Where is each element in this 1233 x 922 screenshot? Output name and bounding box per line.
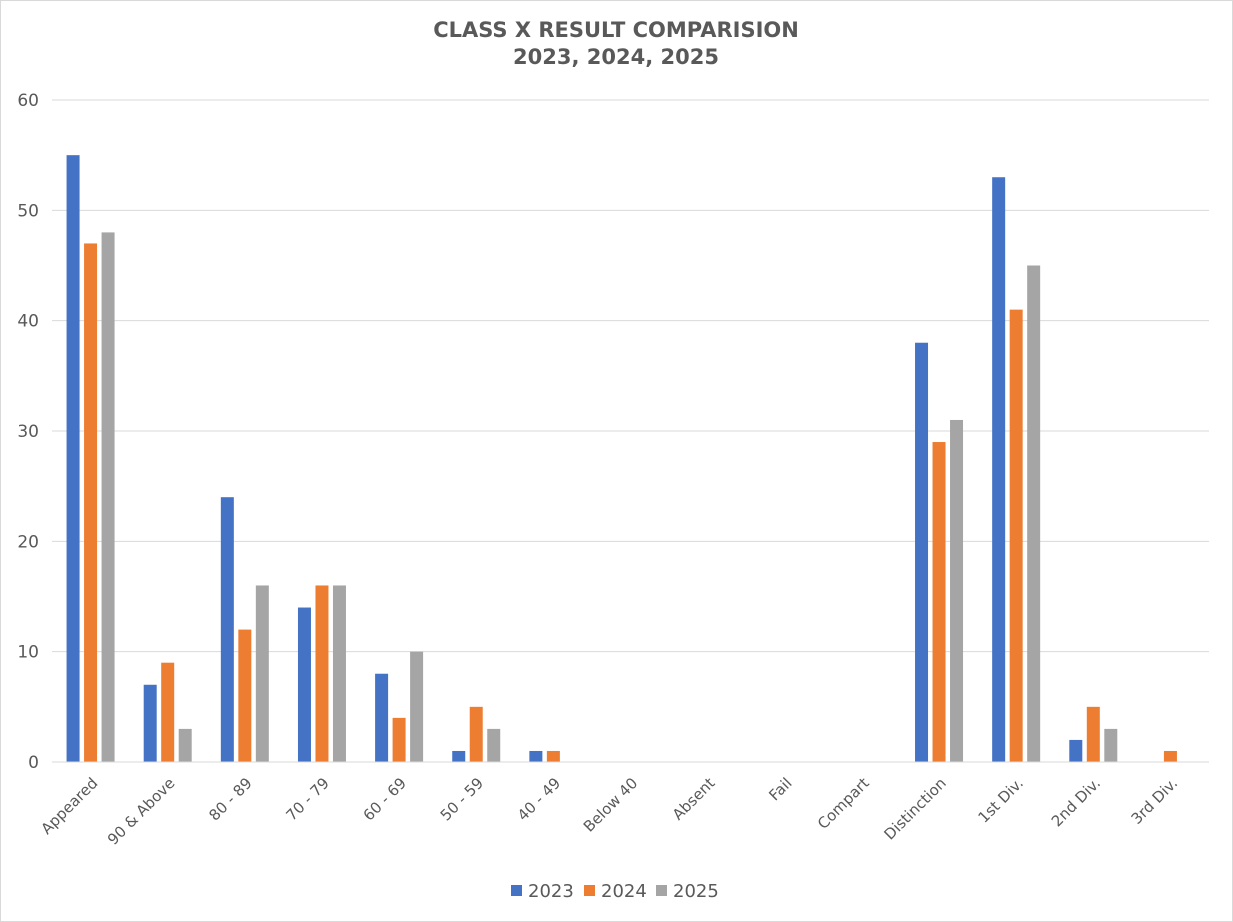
- bar-2023-4: [375, 673, 389, 762]
- y-axis: 0 10 20 30 40 50 60: [17, 91, 39, 773]
- y-tick-label: 50: [17, 201, 39, 221]
- x-tick-label: 50 - 59: [437, 774, 487, 824]
- x-tick-label: Appeared: [38, 774, 102, 838]
- y-tick-label: 20: [17, 532, 39, 552]
- bar-2023-2: [220, 497, 234, 762]
- x-tick-label: 70 - 79: [283, 774, 333, 824]
- x-tick-label: Absent: [669, 774, 719, 824]
- bar-2024-5: [469, 706, 483, 762]
- x-tick-label: Distinction: [881, 774, 950, 843]
- bar-2024-1: [161, 662, 175, 762]
- bar-2025-0: [101, 232, 115, 762]
- legend-label-2024: 2024: [601, 881, 647, 902]
- bar-2024-3: [315, 585, 329, 762]
- x-tick-label: 90 & Above: [104, 774, 179, 849]
- legend-swatch-2024: [584, 885, 595, 896]
- x-axis: Appeared 90 & Above 80 - 89 70 - 79 60 - 69 5…: [38, 761, 1209, 849]
- bar-2023-12: [992, 177, 1006, 762]
- bar-2024-0: [84, 243, 98, 762]
- legend-label-2023: 2023: [528, 881, 574, 902]
- y-tick-label: 10: [17, 643, 39, 663]
- x-tick-label: 3rd Div.: [1128, 774, 1182, 828]
- bar-2023-11: [915, 342, 929, 762]
- bar-2023-13: [1069, 739, 1083, 762]
- bar-2025-5: [487, 728, 501, 762]
- bar-2025-11: [950, 419, 964, 762]
- bar-2024-14: [1163, 750, 1177, 762]
- legend-swatch-2025: [656, 885, 667, 896]
- bar-2024-4: [392, 717, 406, 762]
- bar-2023-5: [452, 750, 466, 762]
- chart-title: CLASS X RESULT COMPARISION 2023, 2024, 2…: [433, 18, 799, 69]
- legend-label-2025: 2025: [673, 881, 719, 902]
- x-tick-label: 60 - 69: [360, 774, 410, 824]
- bar-2025-4: [410, 651, 424, 762]
- bar-2023-3: [297, 607, 311, 762]
- bar-2024-6: [546, 750, 560, 762]
- y-tick-label: 40: [17, 312, 39, 332]
- y-tick-label: 0: [28, 753, 39, 773]
- bar-series: [66, 155, 1177, 762]
- x-tick-label: Compart: [814, 774, 873, 833]
- bar-2025-13: [1104, 728, 1118, 762]
- bar-2024-12: [1009, 309, 1023, 762]
- bar-2025-2: [255, 585, 269, 762]
- x-tick-label: 1st Div.: [975, 774, 1027, 826]
- x-tick-label: 2nd Div.: [1048, 774, 1104, 830]
- x-tick-label: 40 - 49: [514, 774, 564, 824]
- chart-title-line-2: 2023, 2024, 2025: [513, 45, 719, 69]
- bar-2023-1: [143, 684, 157, 762]
- x-tick-label: Fail: [765, 774, 795, 804]
- bar-2025-12: [1027, 265, 1041, 762]
- y-tick-label: 30: [17, 422, 39, 442]
- x-tick-label: 80 - 89: [205, 774, 255, 824]
- legend-swatch-2023: [511, 885, 522, 896]
- bar-2024-11: [932, 442, 946, 762]
- bar-2023-0: [66, 155, 80, 762]
- chart-title-line-1: CLASS X RESULT COMPARISION: [433, 18, 799, 42]
- bar-2024-13: [1086, 706, 1100, 762]
- bar-2025-3: [332, 585, 346, 762]
- y-tick-label: 60: [17, 91, 39, 111]
- bar-2024-2: [238, 629, 252, 762]
- bar-2023-6: [529, 750, 543, 762]
- legend: 2023 2024 2025: [511, 881, 719, 902]
- bar-2025-1: [178, 728, 192, 762]
- x-tick-label: Below 40: [580, 774, 642, 836]
